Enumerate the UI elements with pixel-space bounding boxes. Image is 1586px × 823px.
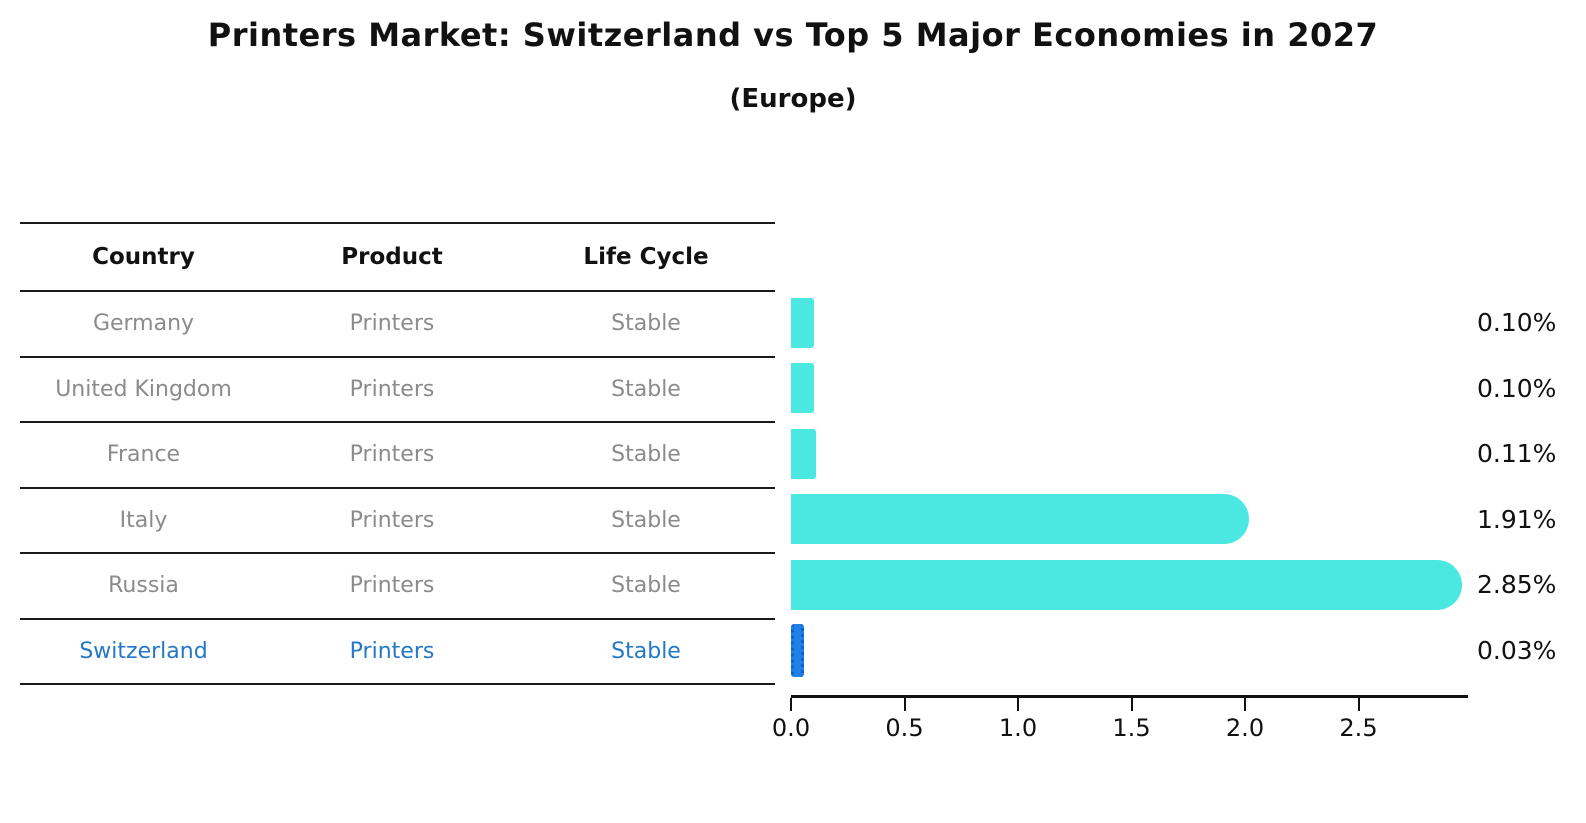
bar-russia (791, 559, 1462, 610)
bar-slot (791, 552, 1462, 618)
country-table: Country Product Life Cycle Germany Print… (20, 222, 775, 685)
cell-life-cycle: Stable (611, 376, 681, 402)
cell-country: Switzerland (79, 638, 208, 664)
column-header-life-cycle: Life Cycle (583, 244, 709, 270)
bar-slot (791, 356, 1462, 422)
table-row-russia: Russia Printers Stable (20, 554, 775, 620)
cell-product: Printers (349, 442, 435, 468)
cell-product: Printers (349, 507, 435, 533)
value-label-switzerland: 0.03% (1477, 635, 1557, 665)
chart-subtitle: (Europe) (729, 84, 857, 114)
x-tick-label: 1.5 (1112, 714, 1151, 742)
bar-germany (791, 297, 814, 348)
bar-plot (791, 290, 1462, 683)
column-header-country: Country (92, 244, 195, 270)
column-header-product: Product (341, 244, 443, 270)
bar-slot (791, 290, 1462, 356)
value-label-united-kingdom: 0.10% (1477, 373, 1557, 403)
x-axis-tick (1357, 698, 1360, 711)
x-axis-tick (1017, 698, 1019, 711)
value-label-germany: 0.10% (1477, 308, 1557, 338)
bar-france (791, 428, 816, 479)
bar-switzerland (791, 623, 804, 677)
table-row-switzerland: Switzerland Printers Stable (20, 620, 775, 685)
value-label-france: 0.11% (1477, 439, 1557, 469)
x-axis-tick (790, 698, 792, 711)
bar-italy (791, 494, 1249, 545)
cell-product: Printers (349, 573, 435, 599)
cell-country: France (106, 442, 181, 468)
value-label-russia: 2.85% (1477, 570, 1557, 600)
bar-slot (791, 487, 1462, 553)
table-row-united-kingdom: United Kingdom Printers Stable (20, 358, 775, 423)
cell-life-cycle: Stable (611, 573, 681, 599)
cell-product: Printers (349, 638, 435, 664)
cell-country: Italy (119, 507, 168, 533)
cell-life-cycle: Stable (611, 442, 681, 468)
table-row-italy: Italy Printers Stable (20, 489, 775, 554)
cell-product: Printers (349, 311, 435, 337)
cell-life-cycle: Stable (611, 507, 681, 533)
x-axis-tick (903, 698, 906, 711)
table-row-germany: Germany Printers Stable (20, 292, 775, 358)
x-axis-line (791, 695, 1468, 698)
cell-life-cycle: Stable (611, 638, 681, 664)
x-tick-label: 2.0 (1225, 714, 1265, 742)
cell-life-cycle: Stable (611, 311, 681, 337)
bar-slot (791, 421, 1462, 487)
table-header-row: Country Product Life Cycle (20, 224, 775, 292)
chart-title: Printers Market: Switzerland vs Top 5 Ma… (207, 16, 1379, 54)
bar-united-kingdom (791, 363, 814, 414)
value-label-italy: 1.91% (1477, 504, 1557, 534)
x-axis-tick (1130, 698, 1133, 711)
cell-country: Russia (108, 573, 179, 599)
x-axis-tick (1244, 698, 1246, 711)
cell-country: Germany (92, 311, 195, 337)
bar-slot (791, 618, 1462, 684)
x-tick-label: 1.0 (998, 714, 1038, 742)
x-tick-label: 2.5 (1339, 714, 1378, 742)
cell-country: United Kingdom (55, 376, 232, 402)
table-row-france: France Printers Stable (20, 423, 775, 489)
x-tick-label: 0.0 (771, 714, 811, 742)
x-tick-label: 0.5 (885, 714, 924, 742)
cell-product: Printers (349, 376, 435, 402)
value-labels: 0.10% 0.10% 0.11% 1.91% 2.85% 0.03% (1477, 290, 1556, 683)
